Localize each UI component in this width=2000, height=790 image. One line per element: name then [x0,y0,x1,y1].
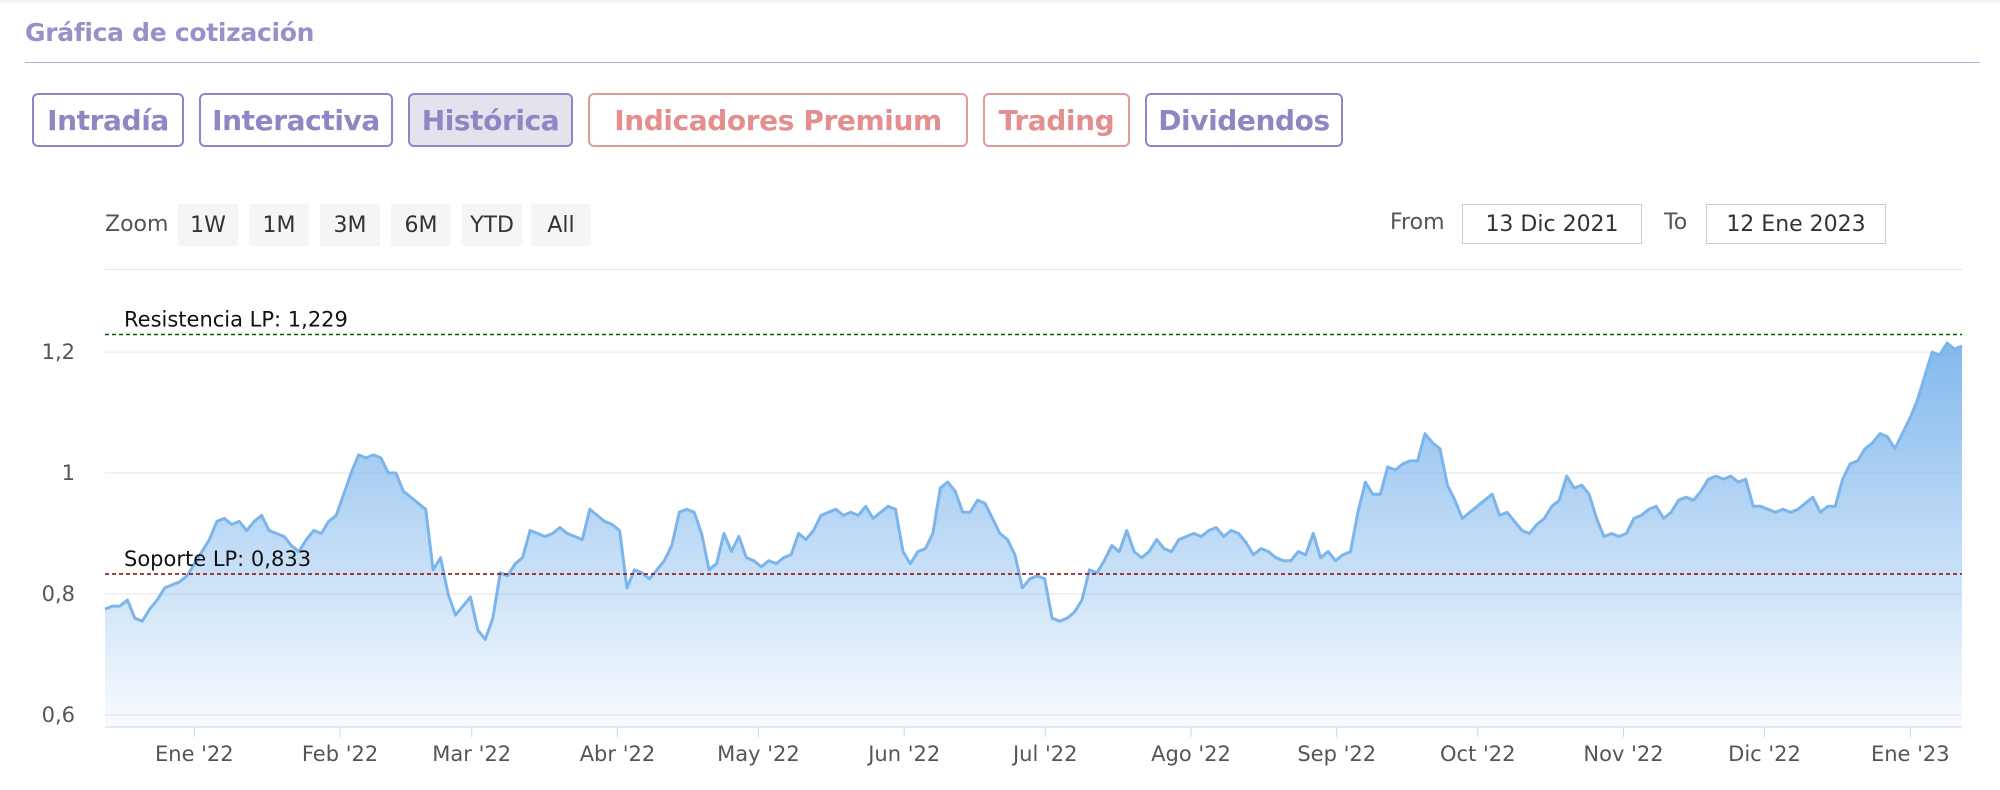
y-tick-label: 1 [62,461,75,485]
tab-intradia[interactable]: Intradía [32,93,184,147]
zoom-all-button[interactable]: All [531,204,591,246]
plot-lines: Resistencia LP: 1,229 Soporte LP: 0,833 [105,308,1962,575]
tab-historica[interactable]: Histórica [408,93,573,147]
support-label: Soporte LP: 0,833 [124,547,311,571]
y-tick-label: 0,6 [42,703,75,727]
x-tick-label: Sep '22 [1297,742,1376,766]
top-shadow [0,0,2000,4]
to-date-input[interactable]: 12 Ene 2023 [1706,204,1886,244]
x-tick-label: Abr '22 [580,742,656,766]
to-label: To [1664,210,1688,235]
x-tick-label: Jul '22 [1011,742,1078,766]
x-tick-label: Jun '22 [866,742,940,766]
zoom-3m-button[interactable]: 3M [320,204,380,246]
section-title: Gráfica de cotización [25,18,315,47]
y-tick-label: 0,8 [42,582,75,606]
x-tick-label: Oct '22 [1440,742,1515,766]
zoom-1w-button[interactable]: 1W [178,204,238,246]
tab-indicadores-premium[interactable]: Indicadores Premium [588,93,968,147]
x-tick-label: Ago '22 [1151,742,1231,766]
price-area [105,343,1962,727]
tab-trading[interactable]: Trading [983,93,1130,147]
x-tick-label: Ene '22 [155,742,234,766]
x-tick-label: Ene '23 [1871,742,1950,766]
x-tick-label: May '22 [717,742,800,766]
x-tick-label: Nov '22 [1583,742,1663,766]
title-divider [25,62,1980,63]
x-tick-label: Dic '22 [1728,742,1801,766]
y-axis: 0,6 0,8 1 1,2 [42,340,75,727]
tab-dividendos[interactable]: Dividendos [1145,93,1343,147]
zoom-ytd-button[interactable]: YTD [462,204,522,246]
y-tick-label: 1,2 [42,340,75,364]
tab-interactiva[interactable]: Interactiva [199,93,393,147]
x-tick-label: Feb '22 [302,742,378,766]
selector-divider [105,269,1962,270]
resistance-label: Resistencia LP: 1,229 [124,308,348,332]
zoom-label: Zoom [105,212,169,237]
zoom-1m-button[interactable]: 1M [249,204,309,246]
x-tick-label: Mar '22 [432,742,511,766]
from-date-input[interactable]: 13 Dic 2021 [1462,204,1642,244]
zoom-6m-button[interactable]: 6M [391,204,451,246]
from-label: From [1390,210,1445,235]
x-axis: Ene '22 Feb '22 Mar '22 Abr '22 May '22 Jun '… [105,726,1962,766]
price-line[interactable] [104,341,1963,641]
